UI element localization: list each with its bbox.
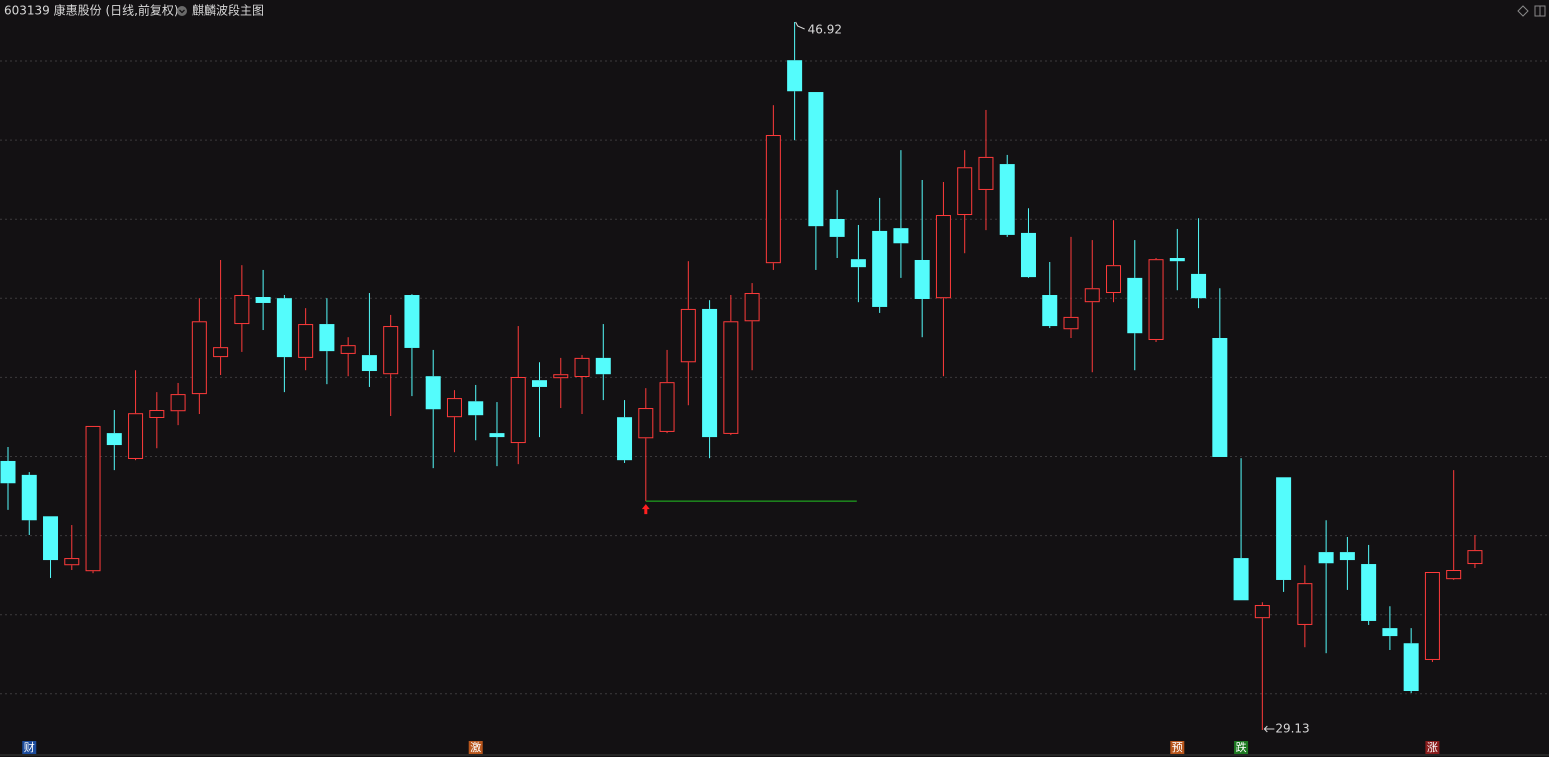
candle-body [680,308,696,363]
candle-body [1212,337,1228,457]
signal-label: 预 [1172,741,1183,754]
candle-body [617,417,633,461]
candle-body [1063,316,1079,330]
candle-body [1276,477,1292,580]
candle-body [468,401,484,416]
candle-body [170,394,186,412]
candle-body [298,324,314,358]
candle-body [914,259,930,299]
candle-body [128,413,144,459]
candle-body [319,324,335,352]
candle-body [1254,605,1270,619]
candle-body [361,355,377,372]
buy-arrow [641,504,650,515]
candle-body [744,293,760,322]
candle-body [1042,295,1058,327]
signal-label: 财 [24,740,35,754]
candle-body [106,433,122,446]
candle-body [1169,258,1185,262]
signal-label: 涨 [1427,741,1438,754]
signal-label: 跌 [1236,740,1247,754]
indicator-caret [179,9,185,14]
candle-body [234,295,250,325]
candle-body [1403,643,1419,691]
candle-body [574,357,590,377]
candle-body [702,308,718,438]
candle-body [1106,265,1122,294]
candle-body [957,167,973,216]
candle-body [553,374,569,379]
candle-body [808,92,824,227]
signal-badge [468,741,483,754]
candle-body [787,60,803,92]
candle-body [1467,550,1483,565]
candle-body [893,228,909,244]
candle-body [149,410,165,418]
candle-body [404,295,420,348]
candle-body [765,135,781,264]
candle-body [21,474,37,521]
candle-body [510,376,526,444]
candle-body [1339,552,1355,561]
candle-body [1318,552,1334,564]
candle-body [1446,570,1462,580]
min-label: 29.13 [1275,722,1309,736]
candle-body [999,164,1015,235]
candle-body [1233,558,1249,601]
candle-body [1382,628,1398,637]
candle-body [935,215,951,299]
candle-body [595,357,611,375]
candle-body [829,218,845,237]
max-pointer [795,21,805,30]
candle-body [532,380,547,387]
min-pointer [1263,725,1275,733]
signal-badge [1234,741,1249,754]
candle-body [723,321,739,434]
candle-body [43,516,59,561]
max-label: 46.92 [808,23,842,37]
indicator-icon[interactable] [177,6,187,16]
candle-body [978,156,994,190]
candle-body [1297,583,1313,625]
indicator-name[interactable]: 麒麟波段主图 [192,3,264,18]
candle-body [446,398,462,418]
candle-body [340,345,356,354]
candle-body [255,297,271,303]
candle-body [191,321,207,395]
candle-body [850,259,866,268]
candle-body [1020,232,1036,278]
candle-body [64,558,80,566]
candle-body [638,408,654,439]
candle-body [0,460,16,484]
candle-body [1424,572,1440,660]
settings-icon[interactable] [1517,5,1529,17]
signal-badge [22,741,37,754]
candle-body [213,347,229,358]
candle-body [1127,277,1143,334]
signal-label: 激 [470,740,481,754]
candle-body [659,382,675,432]
candle-body [1361,564,1377,621]
candle-body [85,425,101,572]
signal-badge [1170,741,1185,754]
candle-body [276,298,292,358]
candle-body [1191,273,1207,299]
candle-body [1084,288,1100,303]
candle-body [872,230,888,307]
signal-badge [1425,741,1440,754]
candle-body [1148,259,1164,340]
candle-body [383,326,399,375]
chart-title: 603139 康惠股份 (日线,前复权) [4,3,179,18]
candle-body [489,433,505,438]
candle-body [425,376,441,410]
